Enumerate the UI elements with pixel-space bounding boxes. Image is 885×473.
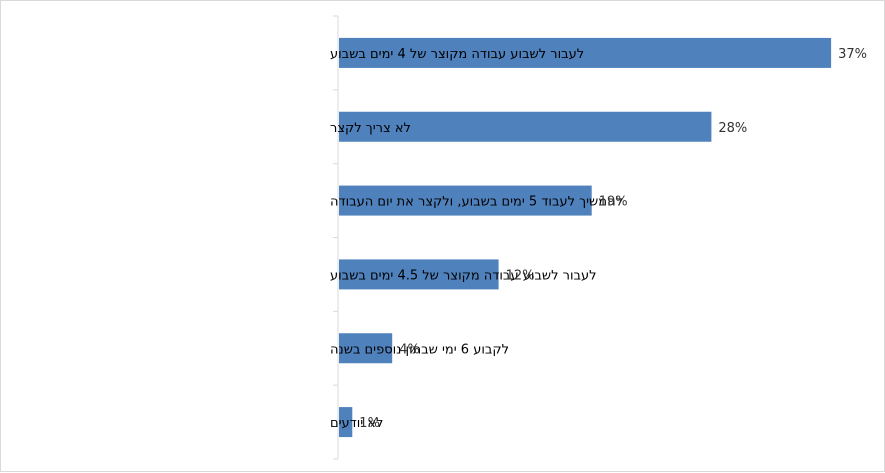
- category-label: לעבור לשבוע עבודה מקוצר של 4.5 ימים בשבו…: [330, 268, 597, 283]
- bar: [339, 37, 832, 68]
- data-label: 19%: [599, 195, 628, 210]
- bar: [339, 333, 393, 364]
- bar: [339, 111, 712, 142]
- plot-area: לעבור לשבוע עבודה מקוצר של 4 ימים בשבוע 3…: [330, 15, 867, 460]
- bar: [339, 259, 499, 290]
- data-label: 37%: [838, 47, 867, 62]
- data-label: 4%: [399, 342, 420, 357]
- category-label: לא צריך לקצר: [330, 121, 411, 136]
- category-label: לא יודעים: [330, 416, 383, 431]
- category-label: להמשיך לעבוד 5 ימים בשבוע, ולקצר את יום …: [330, 195, 623, 210]
- bar: [339, 185, 592, 216]
- category-label: לקבוע 6 ימי שבתון נוספים בשנה: [330, 342, 509, 357]
- data-label: 12%: [506, 268, 535, 283]
- data-label: 1%: [359, 416, 380, 431]
- data-label: 28%: [718, 121, 747, 136]
- bar: [339, 407, 353, 438]
- category-label: לעבור לשבוע עבודה מקוצר של 4 ימים בשבוע: [330, 47, 584, 62]
